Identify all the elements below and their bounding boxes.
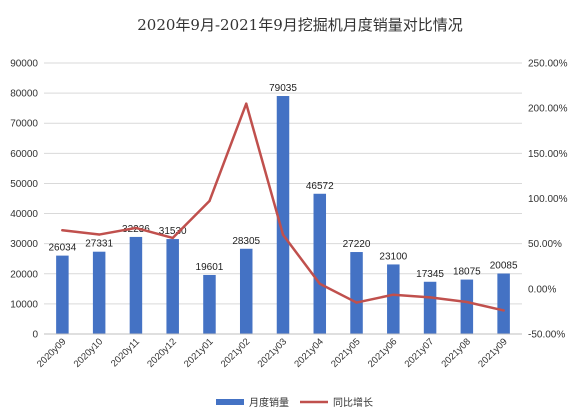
- bar-data-label: 28305: [232, 236, 260, 247]
- line-point: [355, 301, 358, 304]
- legend: 月度销量 同比增长: [216, 396, 373, 409]
- chart-title: 2020年9月-2021年9月挖掘机月度销量对比情况: [137, 16, 463, 34]
- x-tick-label: 2021y05: [329, 336, 363, 370]
- bar: [56, 255, 69, 334]
- bar-data-label: 18075: [453, 267, 481, 278]
- line-point: [245, 102, 248, 105]
- bar-data-label: 19601: [196, 262, 224, 273]
- left-tick-label: 30000: [10, 239, 38, 250]
- x-tick-label: 2021y03: [256, 336, 290, 370]
- bar: [460, 279, 474, 334]
- left-tick-label: 40000: [10, 209, 38, 220]
- right-tick-label: 50.00%: [528, 239, 562, 250]
- bar-series: [56, 96, 510, 334]
- bar-data-label: 26034: [48, 243, 76, 254]
- right-tick-label: 100.00%: [528, 194, 568, 205]
- line-point: [171, 236, 174, 240]
- right-tick-label: 0.00%: [528, 284, 556, 295]
- left-tick-label: 50000: [10, 179, 38, 190]
- right-tick-label: 250.00%: [528, 59, 568, 70]
- x-tick-label: 2021y01: [182, 336, 216, 370]
- x-tick-label: 2021y07: [403, 336, 437, 370]
- line-point: [97, 233, 101, 236]
- left-tick-label: 0: [32, 330, 38, 341]
- left-tick-label: 80000: [10, 89, 38, 100]
- line-point: [281, 233, 285, 236]
- line-point: [502, 309, 505, 312]
- bar: [166, 239, 179, 334]
- bar-data-labels: 26034 27331 32236 31530 19601 28305 79035 46572…: [48, 83, 517, 280]
- bar: [313, 193, 327, 334]
- x-tick-label: 2020y09: [35, 336, 69, 370]
- left-tick-label: 20000: [10, 269, 38, 280]
- bar: [350, 252, 363, 334]
- x-axis: 2020y09 2020y10 2020y11 2020y12 2021y01 2021y…: [35, 333, 522, 370]
- line-point: [134, 226, 138, 230]
- line-series: [61, 102, 505, 312]
- line-point: [61, 229, 64, 232]
- x-tick-label: 2020y11: [109, 336, 142, 369]
- line-point: [428, 296, 432, 299]
- left-tick-label: 90000: [10, 59, 38, 70]
- bar-data-label: 32236: [122, 224, 150, 235]
- bar: [203, 274, 216, 334]
- legend-label-bar: 月度销量: [249, 396, 289, 409]
- bar: [387, 264, 400, 334]
- bar: [497, 273, 510, 334]
- x-tick-label: 2021y02: [219, 336, 253, 370]
- bar-data-label: 46572: [306, 181, 334, 192]
- bar-data-label: 23100: [379, 251, 407, 262]
- x-tick-label: 2021y04: [292, 336, 326, 370]
- bar-data-label: 17345: [416, 269, 444, 280]
- bar: [129, 236, 143, 334]
- line-point: [392, 293, 395, 296]
- bar-data-label: 27220: [343, 239, 371, 250]
- legend-label-line: 同比增长: [333, 396, 373, 409]
- bar-data-label: 20085: [490, 261, 518, 272]
- line-point: [208, 199, 211, 203]
- legend-swatch-bar: [216, 399, 244, 405]
- bar: [239, 248, 253, 334]
- x-tick-label: 2021y08: [439, 336, 473, 370]
- x-tick-label: 2021y09: [476, 336, 510, 370]
- x-tick-label: 2020y12: [145, 336, 179, 370]
- right-tick-label: -50.00%: [528, 330, 565, 341]
- left-tick-label: 60000: [10, 149, 38, 160]
- x-tick-label: 2021y06: [366, 336, 400, 370]
- left-axis: 0 10000 20000 30000 40000 50000 60000 70000 8000…: [10, 59, 38, 341]
- bar-data-label: 31530: [159, 226, 187, 237]
- right-tick-label: 150.00%: [528, 149, 568, 160]
- x-tick-label: 2020y10: [72, 336, 106, 370]
- bar: [423, 281, 437, 334]
- bar-data-label: 27331: [85, 239, 113, 250]
- right-tick-label: 200.00%: [528, 104, 568, 115]
- bar-data-label: 79035: [269, 83, 297, 94]
- left-tick-label: 10000: [10, 299, 38, 310]
- left-tick-label: 70000: [10, 119, 38, 130]
- bar: [276, 96, 290, 334]
- bar: [92, 251, 106, 334]
- line-point: [465, 300, 469, 304]
- line-point: [318, 282, 321, 285]
- right-axis: -50.00% 0.00% 50.00% 100.00% 150.00% 200.00% 2…: [528, 59, 568, 341]
